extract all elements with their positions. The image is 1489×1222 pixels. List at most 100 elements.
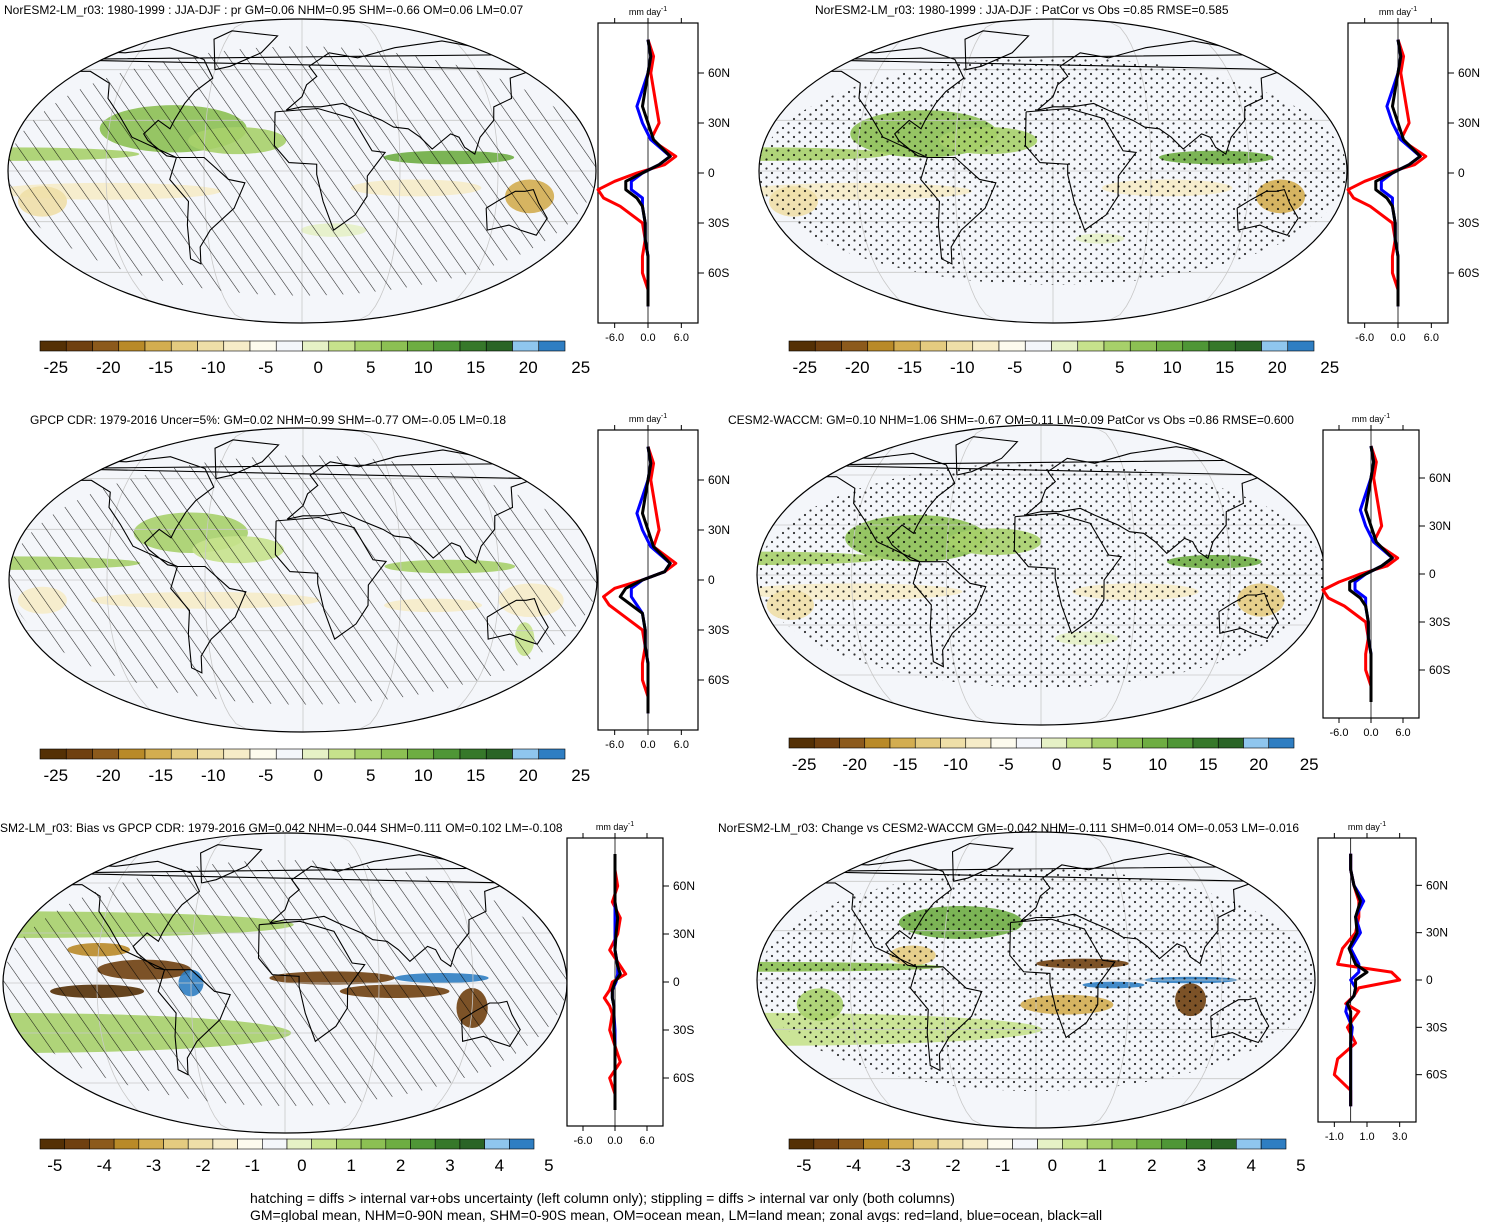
colorbar-swatch bbox=[889, 737, 916, 749]
colorbar-swatch bbox=[1236, 1138, 1262, 1150]
colorbar-swatch bbox=[485, 748, 513, 760]
map-border bbox=[8, 427, 598, 733]
lat-label: 30N bbox=[673, 927, 695, 941]
colorbar-swatch bbox=[385, 1138, 411, 1150]
zonal-x-tick-label: -1.0 bbox=[1325, 1131, 1344, 1143]
map-border bbox=[7, 18, 597, 324]
colorbar-swatch bbox=[1167, 737, 1194, 749]
colorbar-swatch bbox=[459, 340, 487, 352]
colorbar-swatch bbox=[538, 340, 566, 352]
colorbar-label: 4 bbox=[1246, 1156, 1255, 1175]
zonal-line-all bbox=[1345, 853, 1369, 1107]
colorbar-swatch bbox=[990, 737, 1017, 749]
colorbar-label: 25 bbox=[571, 766, 590, 785]
zonal-x-tick-label: 6.0 bbox=[1395, 727, 1410, 739]
zonal-x-tick-label: -6.0 bbox=[605, 739, 624, 751]
colorbar-swatch bbox=[64, 1138, 90, 1150]
colorbar-swatch bbox=[1111, 1138, 1138, 1150]
colorbar-swatch bbox=[893, 340, 921, 352]
zonal-average-plot: -6.0 0.0 6.0 mm day-1 60N 30N 0 30S 60S bbox=[597, 413, 730, 751]
zonal-x-tick-label: 6.0 bbox=[1424, 332, 1439, 344]
colorbar-swatch bbox=[197, 748, 225, 760]
colorbar-swatch bbox=[1086, 1138, 1113, 1150]
colorbar-label: -10 bbox=[201, 766, 226, 785]
colorbar-label: 3 bbox=[445, 1156, 454, 1175]
lat-label: 60S bbox=[1458, 266, 1479, 280]
colorbar-label: 4 bbox=[495, 1156, 504, 1175]
colorbar-swatch bbox=[1037, 1138, 1063, 1150]
colorbar-swatch bbox=[138, 1138, 164, 1150]
colorbar-swatch bbox=[1103, 340, 1131, 352]
colorbar-label: -10 bbox=[943, 755, 968, 774]
colorbar-label: -5 bbox=[258, 358, 273, 377]
zonal-x-tick-label: -6.0 bbox=[605, 332, 624, 344]
lat-label: 60N bbox=[708, 66, 730, 80]
colorbar-label: 20 bbox=[519, 766, 538, 785]
colorbar-swatch bbox=[89, 1138, 115, 1150]
lat-label: 0 bbox=[1429, 567, 1436, 581]
colorbar-swatch bbox=[972, 340, 1000, 352]
zonal-line-all bbox=[610, 854, 622, 1110]
lat-label: 30N bbox=[1458, 116, 1480, 130]
colorbar-label: -15 bbox=[148, 766, 173, 785]
lat-label: 30S bbox=[1426, 1020, 1447, 1034]
zonal-x-tick-label: -6.0 bbox=[574, 1135, 593, 1147]
colorbar-swatch bbox=[118, 748, 146, 760]
colorbar-swatch bbox=[1091, 737, 1118, 749]
colorbar-label: 10 bbox=[414, 358, 433, 377]
colorbar-label: -15 bbox=[148, 358, 173, 377]
lat-label: 30N bbox=[1429, 519, 1451, 533]
colorbar-swatch bbox=[286, 1138, 313, 1150]
colorbar-label: -20 bbox=[845, 358, 870, 377]
map-border bbox=[756, 831, 1316, 1129]
colorbar-swatch bbox=[1012, 1138, 1038, 1150]
colorbar-swatch bbox=[249, 340, 277, 352]
lat-label: 30N bbox=[708, 116, 730, 130]
lat-label: 60N bbox=[673, 879, 695, 893]
colorbar-label: 10 bbox=[414, 766, 433, 785]
colorbar-swatch bbox=[39, 340, 67, 352]
lat-label: 30S bbox=[708, 216, 729, 230]
map-plot bbox=[758, 18, 1348, 324]
colorbar-label: -25 bbox=[792, 358, 817, 377]
zonal-line-all bbox=[618, 446, 672, 714]
colorbar-swatch bbox=[1077, 340, 1105, 352]
colorbar-label: -4 bbox=[97, 1156, 112, 1175]
colorbar-label: 3 bbox=[1197, 1156, 1206, 1175]
lat-label: 60S bbox=[1429, 663, 1450, 677]
colorbar-label: -20 bbox=[842, 755, 867, 774]
colorbar-label: 5 bbox=[544, 1156, 553, 1175]
colorbar-swatch bbox=[144, 340, 172, 352]
colorbar-label: -15 bbox=[897, 358, 922, 377]
colorbar-label: 5 bbox=[1115, 358, 1124, 377]
colorbar-swatch bbox=[998, 340, 1026, 352]
colorbar-label: -25 bbox=[43, 766, 68, 785]
stippling-overlay bbox=[759, 57, 1347, 285]
lat-label: 60N bbox=[1426, 878, 1448, 892]
colorbar-swatch bbox=[1260, 1138, 1287, 1150]
colorbar-swatch bbox=[410, 1138, 436, 1150]
colorbar-swatch bbox=[197, 340, 225, 352]
colorbar-label: 25 bbox=[1300, 755, 1319, 774]
colorbar-swatch bbox=[485, 340, 513, 352]
panel-6: NorESM2-LM_r03: Change vs CESM2-WACCM GM… bbox=[718, 821, 1448, 1175]
zonal-x-tick-label: 0.0 bbox=[1363, 727, 1378, 739]
zonal-unit-label: mm day-1 bbox=[1379, 6, 1417, 17]
colorbar-swatch bbox=[65, 748, 93, 760]
colorbar-swatch bbox=[788, 1138, 815, 1150]
colorbar-swatch bbox=[170, 748, 198, 760]
lat-label: 60N bbox=[1429, 471, 1451, 485]
zonal-line-land bbox=[1346, 39, 1428, 307]
colorbar-label: -15 bbox=[893, 755, 918, 774]
colorbar-swatch bbox=[302, 748, 330, 760]
hatching-overlay bbox=[9, 455, 597, 705]
colorbar-swatch bbox=[336, 1138, 362, 1150]
footer-line-1: hatching = diffs > internal var+obs unce… bbox=[250, 1190, 955, 1206]
colorbar-label: 15 bbox=[1199, 755, 1218, 774]
colorbar-label: 0 bbox=[1048, 1156, 1057, 1175]
colorbar-swatch bbox=[814, 340, 842, 352]
colorbar-swatch bbox=[867, 340, 895, 352]
lat-label: 0 bbox=[708, 166, 715, 180]
colorbar-swatch bbox=[433, 340, 461, 352]
colorbar-label: 2 bbox=[1147, 1156, 1156, 1175]
